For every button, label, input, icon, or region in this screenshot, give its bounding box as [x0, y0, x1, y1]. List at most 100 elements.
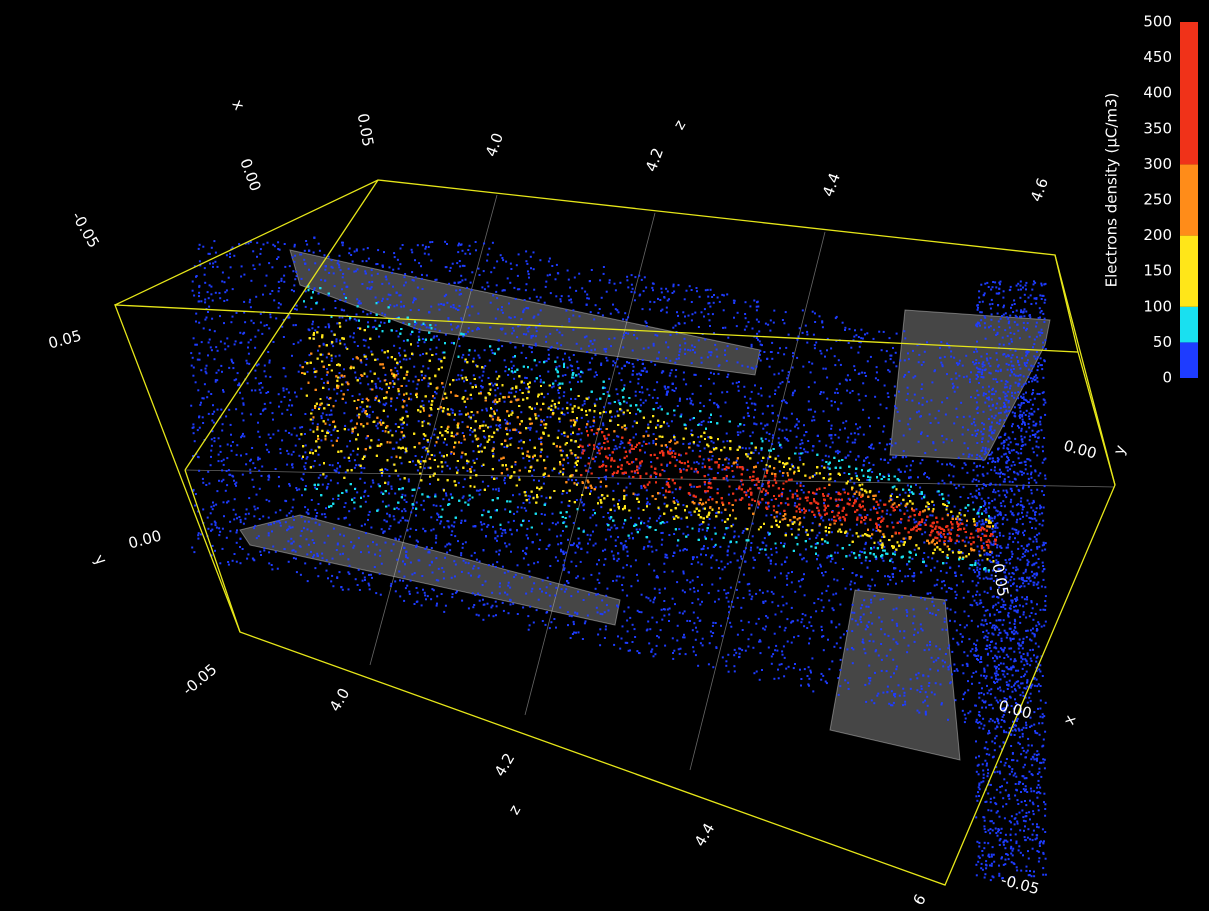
particle: [637, 493, 640, 496]
particle: [326, 380, 329, 383]
particle: [240, 454, 242, 457]
particle: [989, 832, 992, 835]
particle: [454, 575, 456, 578]
particle: [304, 520, 306, 523]
particle: [572, 623, 575, 626]
particle: [458, 413, 461, 416]
particle: [728, 458, 730, 461]
particle: [791, 463, 793, 466]
particle: [957, 484, 960, 487]
particle: [651, 396, 654, 399]
particle: [568, 299, 571, 302]
particle: [364, 500, 367, 503]
particle: [399, 294, 402, 297]
particle: [401, 510, 404, 513]
particle: [997, 370, 1000, 373]
particle: [746, 468, 749, 471]
particle: [572, 522, 575, 524]
particle: [197, 247, 200, 250]
particle: [248, 301, 251, 304]
particle: [905, 506, 908, 509]
particle: [567, 295, 570, 298]
particle: [456, 590, 458, 593]
particle: [645, 286, 648, 289]
particle: [854, 438, 857, 441]
particle: [885, 350, 888, 353]
particle: [701, 637, 704, 640]
particle: [687, 533, 690, 536]
particle: [406, 519, 409, 522]
particle: [605, 478, 607, 481]
particle: [321, 513, 324, 516]
particle: [549, 565, 552, 567]
particle: [927, 684, 930, 687]
particle: [522, 333, 525, 336]
particle: [350, 541, 353, 544]
particle: [428, 496, 431, 499]
particle: [673, 649, 676, 652]
particle: [198, 300, 201, 303]
particle: [415, 322, 418, 325]
particle: [958, 549, 961, 552]
particle: [920, 363, 923, 366]
particle: [835, 592, 838, 595]
particle: [512, 371, 514, 374]
particle: [1003, 707, 1006, 710]
particle: [467, 249, 470, 251]
particle: [849, 391, 852, 394]
particle: [897, 390, 900, 393]
particle: [285, 514, 288, 517]
particle: [798, 452, 801, 455]
particle: [764, 494, 767, 496]
particle: [336, 322, 339, 325]
particle: [239, 562, 242, 565]
particle: [863, 547, 866, 550]
particle: [781, 400, 783, 403]
particle: [843, 472, 846, 474]
particle: [920, 388, 923, 390]
particle: [691, 629, 694, 632]
particle: [1021, 746, 1024, 749]
particle: [497, 308, 499, 311]
particle: [233, 498, 236, 501]
particle: [332, 497, 335, 500]
particle: [1024, 673, 1027, 676]
particle: [380, 388, 383, 391]
particle: [853, 335, 856, 338]
particle: [697, 444, 700, 447]
particle: [320, 417, 323, 420]
particle: [967, 497, 970, 499]
particle: [723, 533, 726, 536]
particle: [967, 712, 970, 715]
particle: [390, 400, 393, 403]
particle: [562, 530, 564, 532]
particle: [923, 350, 926, 353]
particle: [950, 464, 953, 467]
particle: [900, 540, 903, 543]
particle: [305, 511, 308, 514]
particle: [290, 453, 293, 456]
particle: [1011, 394, 1014, 397]
particle: [924, 710, 927, 713]
particle: [547, 353, 550, 356]
particle: [291, 466, 294, 469]
particle: [291, 404, 294, 407]
particle: [415, 544, 418, 547]
particle: [895, 455, 898, 458]
particle: [828, 599, 831, 602]
particle: [685, 424, 687, 427]
particle: [709, 630, 712, 633]
particle: [378, 335, 381, 338]
particle: [625, 401, 628, 404]
particle: [306, 528, 309, 531]
particle: [658, 351, 660, 354]
particle: [472, 357, 475, 360]
particle: [435, 537, 438, 540]
particle: [220, 408, 223, 411]
particle: [991, 431, 994, 434]
particle: [467, 562, 470, 565]
particle: [864, 541, 867, 544]
particle: [1022, 393, 1025, 396]
particle: [621, 584, 624, 586]
particle: [572, 620, 575, 623]
